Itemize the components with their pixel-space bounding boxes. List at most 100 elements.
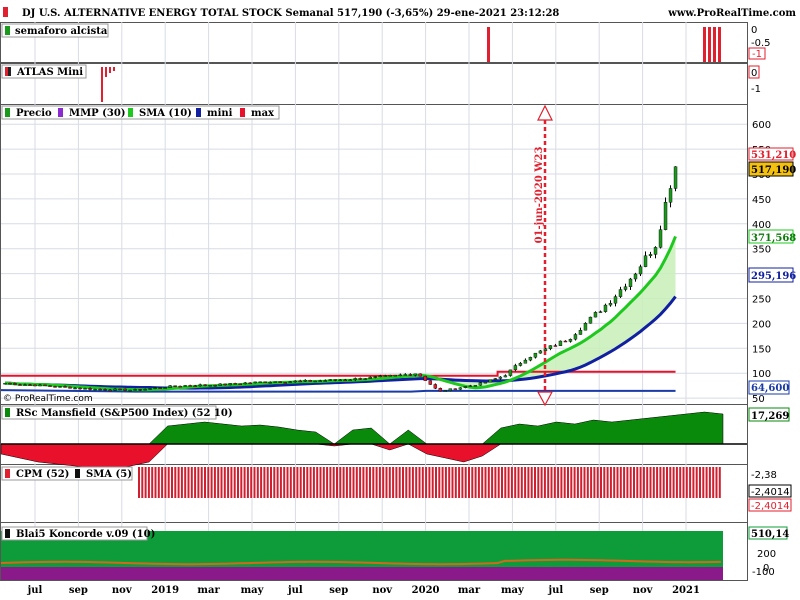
cpm-bar: [411, 467, 414, 498]
semaforo-bars: [487, 27, 721, 62]
candle-body: [348, 379, 352, 382]
cpm-bar: [570, 467, 573, 498]
candle-body: [108, 389, 112, 392]
candle-body: [673, 166, 678, 189]
semaforo-legend: semaforo alcista: [1, 23, 109, 38]
cpm-bar: [623, 467, 626, 498]
candle-body: [313, 380, 317, 383]
candle-body: [168, 385, 172, 388]
price-tick-label: 150: [752, 344, 771, 355]
candle-body: [223, 383, 227, 386]
x-tick-label: jul: [547, 585, 563, 596]
cpm-bar: [408, 467, 411, 498]
cpm-bar: [477, 467, 480, 498]
cpm-bar: [616, 467, 619, 498]
cpm-bar: [213, 467, 216, 498]
cpm-bar: [718, 467, 721, 498]
cpm-bar: [243, 467, 246, 498]
candle-body: [553, 345, 558, 347]
legend-mmp: MMP (30): [69, 108, 126, 119]
candle-body: [623, 286, 628, 290]
cpm-bar: [448, 467, 451, 498]
cpm-bar: [682, 467, 685, 498]
candle-body: [193, 385, 197, 387]
x-tick-label: jul: [287, 585, 303, 596]
candle-body: [128, 389, 132, 392]
cpm-bar: [421, 467, 424, 498]
cpm-bar: [679, 467, 682, 498]
candle-body: [628, 278, 633, 287]
candle-body: [113, 388, 117, 391]
x-tick-label: sep: [590, 585, 609, 596]
cpm-bar: [662, 467, 665, 498]
semaforo-tick-1: -0.5: [751, 38, 771, 49]
cpm-bar: [141, 467, 144, 498]
cpm-bar: [147, 467, 150, 498]
cpm-bar: [659, 467, 662, 498]
koncorde-panel: [0, 522, 748, 581]
cpm-bar: [702, 467, 705, 498]
cpm-badge-1: [748, 484, 792, 498]
cpm-bar: [210, 467, 213, 498]
candle-body: [213, 385, 217, 387]
candle-body: [458, 387, 463, 390]
x-tick-label: sep: [69, 585, 88, 596]
cpm-bar: [715, 467, 718, 498]
cpm-bar: [461, 467, 464, 498]
semaforo-tick-0: 0: [751, 25, 757, 36]
cpm-bar: [171, 467, 173, 498]
x-tick-label: may: [241, 585, 265, 596]
cpm-bar: [312, 467, 315, 498]
candle-body: [633, 273, 638, 280]
cpm-bar: [484, 467, 487, 498]
price-legend: Precio MMP (30) SMA (10) mini max: [1, 105, 280, 120]
mmp-line: [4, 295, 677, 390]
cpm-bar: [256, 467, 259, 498]
cpm-bar: [405, 467, 408, 498]
cpm-bar: [666, 467, 668, 498]
cpm-bar: [359, 467, 362, 498]
cpm-bar: [454, 467, 457, 498]
candle-body: [23, 384, 27, 386]
cpm-bar: [250, 467, 253, 498]
candle-body: [423, 375, 428, 381]
cpm-bar: [283, 467, 286, 498]
cpm-bar: [685, 467, 688, 498]
cpm-bar: [629, 467, 632, 498]
candle-body: [448, 388, 453, 391]
candle-body: [473, 385, 478, 387]
cpm-bar: [441, 467, 444, 498]
cpm-bar: [369, 467, 371, 498]
cpm-bar: [329, 467, 332, 498]
cpm-bar: [543, 467, 546, 498]
sma-mmp-band: [5, 236, 676, 390]
semaforo-panel: [0, 22, 748, 63]
rsc-label: RSc Mansfield (S&P500 Index) (52 10): [16, 408, 233, 419]
sma-badge: [748, 229, 794, 244]
cpm-bar: [524, 467, 527, 498]
candle-body: [563, 340, 568, 343]
candle-body: [298, 380, 302, 383]
candle-body: [533, 352, 538, 358]
cpm-bar: [438, 467, 441, 498]
cpm-bar: [197, 467, 200, 498]
cpm-bar: [494, 467, 497, 498]
cpm-bar: [583, 467, 586, 498]
candle-body: [668, 188, 673, 203]
candle-body: [353, 378, 357, 381]
candle-body: [398, 374, 403, 377]
cpm-bar: [365, 467, 368, 498]
candle-body: [28, 384, 32, 386]
cpm-bar: [154, 467, 157, 498]
cpm-bar: [144, 467, 147, 498]
cpm-bar: [504, 467, 507, 498]
cpm-bar: [180, 467, 183, 498]
cpm-bar: [708, 467, 711, 498]
x-axis: jul sep nov 2019 mar may jul sep nov 2020 mar may ju…: [27, 585, 700, 596]
cpm-bar: [652, 467, 655, 498]
cpm-bar: [530, 467, 533, 498]
rsc-badge: [748, 407, 790, 422]
koncorde-badge: [748, 526, 788, 540]
cpm-bar: [689, 467, 692, 498]
legend-precio: Precio: [16, 108, 52, 119]
